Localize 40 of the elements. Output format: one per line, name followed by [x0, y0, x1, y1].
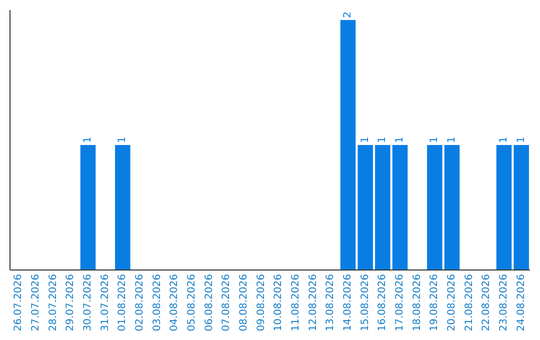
x-tick-label: 03.08.2026: [152, 274, 163, 332]
data-label: 1: [516, 136, 527, 143]
x-tick-label: 05.08.2026: [186, 274, 198, 332]
x-tick-label: 20.08.2026: [446, 274, 458, 332]
data-label: 1: [82, 136, 94, 143]
x-tick-label: 16.08.2026: [377, 274, 388, 332]
x-tick-label: 13.08.2026: [325, 274, 336, 332]
x-tick-label: 11.08.2026: [290, 274, 302, 332]
x-tick-label: 24.08.2026: [516, 274, 527, 332]
x-tick-label: 21.08.2026: [464, 274, 475, 332]
data-label: 1: [394, 136, 406, 143]
x-tick-label: 08.08.2026: [238, 274, 250, 332]
x-tick-label: 27.07.2026: [30, 274, 42, 332]
x-tick-label: 18.08.2026: [412, 274, 423, 332]
data-label: 1: [498, 136, 510, 143]
x-tick-label: 26.07.2026: [13, 274, 24, 332]
x-tick-label: 23.08.2026: [498, 274, 510, 332]
x-tick-label: 19.08.2026: [429, 274, 440, 332]
x-tick-label: 15.08.2026: [360, 274, 371, 332]
x-tick-label: 07.08.2026: [221, 274, 232, 332]
x-tick-label: 01.08.2026: [117, 274, 128, 332]
data-label: 2: [342, 12, 354, 18]
x-tick-label: 17.08.2026: [394, 274, 406, 332]
data-label: 1: [117, 136, 128, 143]
x-tick-label: 06.08.2026: [204, 274, 215, 332]
x-tick-label: 22.08.2026: [481, 274, 492, 332]
data-label: 1: [429, 136, 440, 143]
x-tick-label: 02.08.2026: [134, 274, 146, 332]
x-tick-label: 04.08.2026: [169, 274, 180, 332]
x-tick-label: 28.07.2026: [48, 274, 59, 332]
data-label: 1: [446, 136, 458, 143]
x-tick-label: 29.07.2026: [65, 274, 76, 332]
data-label: 1: [377, 136, 388, 143]
x-tick-label: 10.08.2026: [273, 274, 284, 332]
data-label: 1: [360, 136, 371, 143]
x-tick-label: 09.08.2026: [256, 274, 267, 332]
x-tick-label: 31.07.2026: [100, 274, 111, 332]
x-tick-label: 12.08.2026: [308, 274, 319, 332]
x-tick-label: 14.08.2026: [342, 274, 354, 332]
x-tick-label: 30.07.2026: [82, 274, 94, 332]
